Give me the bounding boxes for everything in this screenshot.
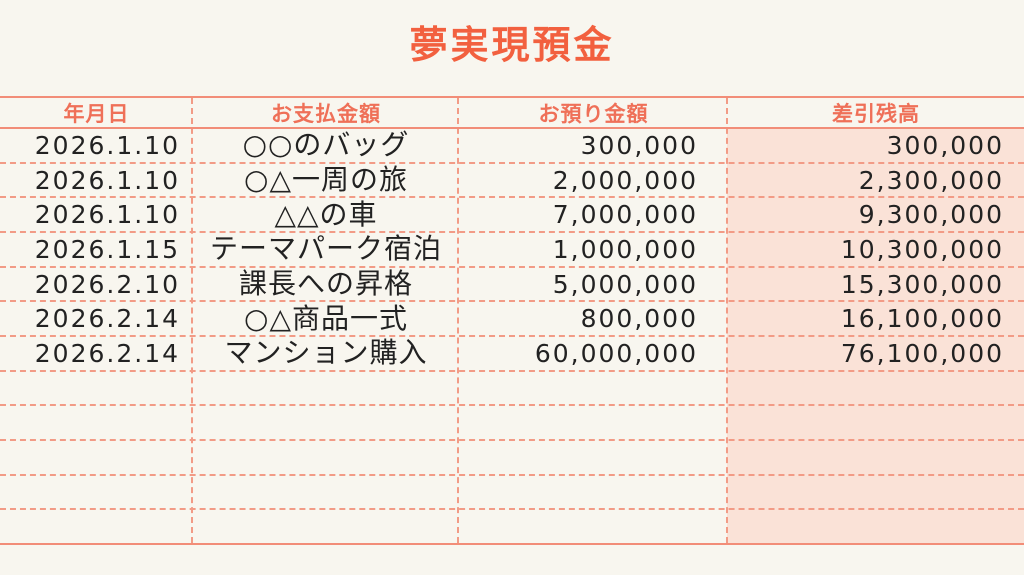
table-row-empty <box>0 476 1024 511</box>
table-row: 2026.1.10 ○○のバッグ 300,000 300,000 <box>0 129 1024 164</box>
deposit-cell: 800,000 <box>580 304 698 334</box>
item-cell: ○△商品一式 <box>244 301 408 335</box>
date-cell: 2026.1.10 <box>34 130 180 160</box>
date-cell: 2026.1.10 <box>34 200 180 230</box>
column-divider <box>191 98 193 543</box>
deposit-cell: 1,000,000 <box>552 234 698 264</box>
table-body: 2026.1.10 ○○のバッグ 300,000 300,000 2026.1.… <box>0 129 1024 543</box>
balance-cell: 15,300,000 <box>840 269 1004 299</box>
balance-cell: 300,000 <box>886 130 1004 160</box>
item-cell: 課長への昇格 <box>238 267 413 301</box>
table-header-row: 年月日 お支払金額 お預り金額 差引残高 <box>0 98 1024 129</box>
table-row: 2026.1.10 ○△一周の旅 2,000,000 2,300,000 <box>0 164 1024 199</box>
balance-cell: 2,300,000 <box>858 165 1004 195</box>
item-cell: ○○のバッグ <box>242 128 410 162</box>
balance-cell: 10,300,000 <box>840 234 1004 264</box>
table-row-empty <box>0 441 1024 476</box>
balance-cell: 16,100,000 <box>840 304 1004 334</box>
table-row: 2026.1.15 テーマパーク宿泊 1,000,000 10,300,000 <box>0 233 1024 268</box>
date-cell: 2026.1.10 <box>34 165 180 195</box>
column-header-deposit: お預り金額 <box>538 101 649 126</box>
column-header-date: 年月日 <box>63 101 130 126</box>
table-row: 2026.1.10 △△の車 7,000,000 9,300,000 <box>0 197 1024 234</box>
balance-cell: 76,100,000 <box>840 338 1004 368</box>
deposit-cell: 300,000 <box>580 130 698 160</box>
date-cell: 2026.2.10 <box>34 269 180 299</box>
page-title: 夢実現預金 <box>409 23 615 67</box>
date-cell: 2026.1.15 <box>34 234 180 264</box>
savings-table: 年月日 お支払金額 お預り金額 差引残高 2026.1.10 ○○のバッグ 30… <box>0 96 1024 545</box>
date-cell: 2026.2.14 <box>34 338 180 368</box>
deposit-cell: 60,000,000 <box>534 338 698 368</box>
table-row-empty <box>0 372 1024 407</box>
table-row: 2026.2.14 ○△商品一式 800,000 16,100,000 <box>0 301 1024 338</box>
deposit-cell: 2,000,000 <box>552 165 698 195</box>
item-cell: ○△一周の旅 <box>244 163 408 196</box>
item-cell: テーマパーク宿泊 <box>209 232 442 266</box>
table-row: 2026.2.10 課長への昇格 5,000,000 15,300,000 <box>0 268 1024 303</box>
column-divider <box>457 98 459 543</box>
item-cell: △△の車 <box>274 197 378 231</box>
item-cell: マンション購入 <box>224 336 428 370</box>
date-cell: 2026.2.14 <box>34 304 180 334</box>
column-divider <box>726 98 728 543</box>
balance-cell: 9,300,000 <box>858 200 1004 230</box>
table-row-empty <box>0 510 1024 543</box>
table-row-empty <box>0 406 1024 442</box>
table-row: 2026.2.14 マンション購入 60,000,000 76,100,000 <box>0 337 1024 372</box>
deposit-cell: 7,000,000 <box>552 200 698 230</box>
column-header-balance: 差引残高 <box>832 101 920 126</box>
column-header-payment: お支払金額 <box>271 101 381 126</box>
deposit-cell: 5,000,000 <box>552 269 698 299</box>
